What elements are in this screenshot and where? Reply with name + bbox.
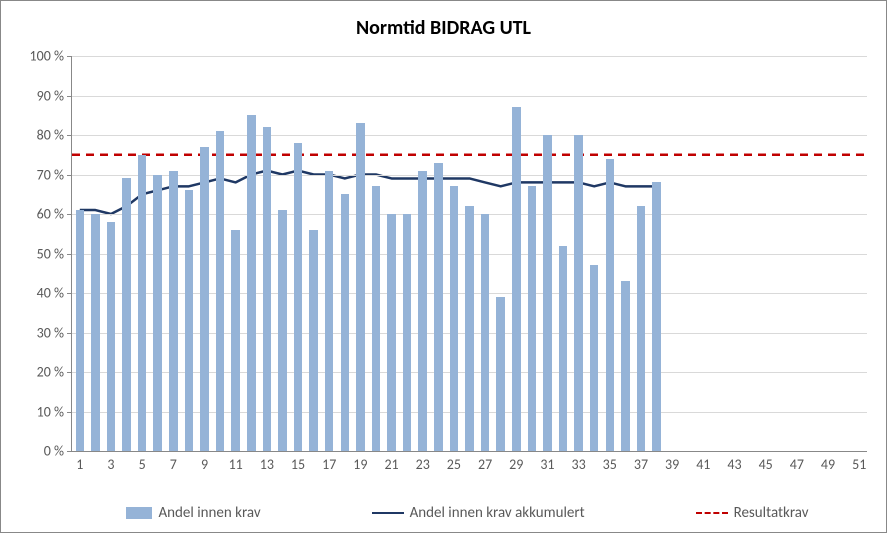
y-tick-label: 90 % xyxy=(37,87,72,104)
y-tick-label: 20 % xyxy=(37,364,72,381)
bar xyxy=(574,135,583,451)
bar xyxy=(528,186,537,451)
bar xyxy=(76,210,85,451)
legend-swatch-line xyxy=(372,512,404,514)
bar xyxy=(169,171,178,451)
y-tick-label: 30 % xyxy=(37,324,72,341)
x-tick-label: 49 xyxy=(821,451,835,473)
x-tick-label: 9 xyxy=(201,451,208,473)
y-tick-label: 100 % xyxy=(30,48,72,65)
bar xyxy=(356,123,365,451)
bar xyxy=(278,210,287,451)
accumulated-line xyxy=(80,171,657,214)
grid-line xyxy=(72,135,867,136)
x-tick-label: 51 xyxy=(852,451,866,473)
bar xyxy=(543,135,552,451)
bar xyxy=(325,171,334,451)
grid-line xyxy=(72,96,867,97)
bar xyxy=(465,206,474,451)
bar xyxy=(481,214,490,451)
grid-line xyxy=(72,175,867,176)
bar xyxy=(512,107,521,451)
bar xyxy=(496,297,505,451)
legend: Andel innen krav Andel innen krav akkumu… xyxy=(71,504,864,522)
bar xyxy=(247,115,256,451)
bar xyxy=(637,206,646,451)
bar xyxy=(138,155,147,451)
x-tick-label: 15 xyxy=(291,451,305,473)
legend-swatch-target xyxy=(696,512,728,514)
y-tick-label: 10 % xyxy=(37,403,72,420)
bar xyxy=(606,159,615,451)
bar xyxy=(341,194,350,451)
bar xyxy=(590,265,599,451)
x-tick-label: 5 xyxy=(139,451,146,473)
bar xyxy=(372,186,381,451)
legend-label-bar: Andel innen krav xyxy=(158,504,260,522)
bar xyxy=(387,214,396,451)
y-tick-label: 70 % xyxy=(37,166,72,183)
x-tick-label: 39 xyxy=(665,451,679,473)
y-tick-label: 60 % xyxy=(37,206,72,223)
x-tick-label: 29 xyxy=(509,451,523,473)
legend-label-line: Andel innen krav akkumulert xyxy=(410,504,585,522)
bar xyxy=(294,143,303,451)
bar xyxy=(403,214,412,451)
x-tick-label: 31 xyxy=(540,451,554,473)
bar xyxy=(309,230,318,451)
x-tick-label: 37 xyxy=(634,451,648,473)
x-tick-label: 47 xyxy=(790,451,804,473)
bar xyxy=(450,186,459,451)
x-tick-label: 13 xyxy=(260,451,274,473)
x-tick-label: 17 xyxy=(322,451,336,473)
bar xyxy=(231,230,240,451)
bar xyxy=(216,131,225,451)
bar xyxy=(107,222,116,451)
x-tick-label: 45 xyxy=(759,451,773,473)
x-tick-label: 11 xyxy=(229,451,243,473)
grid-line xyxy=(72,56,867,57)
x-tick-label: 1 xyxy=(76,451,83,473)
x-tick-label: 21 xyxy=(384,451,398,473)
y-tick-label: 80 % xyxy=(37,127,72,144)
x-tick-label: 41 xyxy=(696,451,710,473)
bar xyxy=(418,171,427,451)
x-tick-label: 35 xyxy=(603,451,617,473)
bar xyxy=(559,246,568,451)
bar xyxy=(153,175,162,452)
bar xyxy=(200,147,209,451)
chart-container: Normtid BIDRAG UTL 0 %10 %20 %30 %40 %50… xyxy=(0,0,887,533)
bar xyxy=(185,190,194,451)
y-tick-label: 0 % xyxy=(44,443,72,460)
bar xyxy=(122,178,131,451)
x-tick-label: 43 xyxy=(727,451,741,473)
x-tick-label: 23 xyxy=(416,451,430,473)
x-tick-label: 25 xyxy=(447,451,461,473)
x-tick-label: 33 xyxy=(572,451,586,473)
bar xyxy=(91,214,100,451)
x-tick-label: 27 xyxy=(478,451,492,473)
x-tick-label: 7 xyxy=(170,451,177,473)
legend-item-line: Andel innen krav akkumulert xyxy=(372,504,585,522)
y-tick-label: 40 % xyxy=(37,285,72,302)
legend-item-bar: Andel innen krav xyxy=(126,504,260,522)
legend-item-target: Resultatkrav xyxy=(696,504,809,522)
bar xyxy=(434,163,443,451)
plot-area: 0 %10 %20 %30 %40 %50 %60 %70 %80 %90 %1… xyxy=(71,56,867,452)
bar xyxy=(621,281,630,451)
y-tick-label: 50 % xyxy=(37,245,72,262)
legend-label-target: Resultatkrav xyxy=(734,504,809,522)
bar xyxy=(652,182,661,451)
chart-title: Normtid BIDRAG UTL xyxy=(1,16,886,40)
x-tick-label: 3 xyxy=(107,451,114,473)
x-tick-label: 19 xyxy=(353,451,367,473)
bar xyxy=(263,127,272,451)
legend-swatch-bar xyxy=(126,507,152,519)
